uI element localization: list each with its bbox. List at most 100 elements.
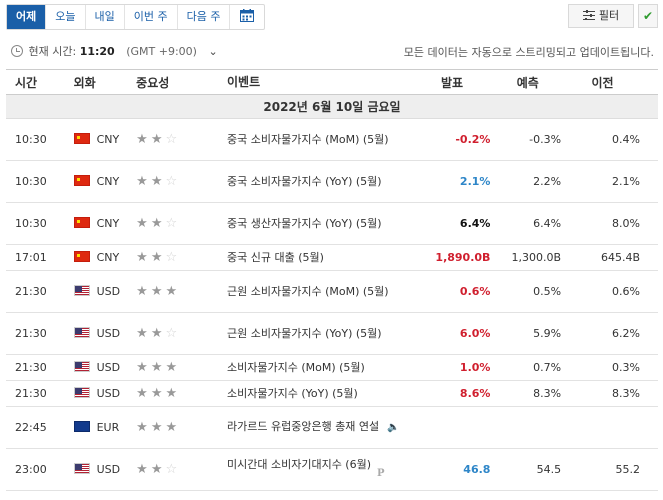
importance-star-icon: ★ xyxy=(136,250,151,265)
date-label: 2022년 6월 10일 금요일 xyxy=(6,94,658,119)
previous-value: 0.4% xyxy=(565,118,658,161)
currency-cell: CNY xyxy=(73,244,137,271)
header-importance[interactable]: 중요성 xyxy=(136,69,227,95)
importance-star-icon: ★ xyxy=(150,420,166,435)
actual-value: 46.8 xyxy=(413,448,495,491)
table-row[interactable]: 21:30 USD ★★★ 소비자물가지수 (MoM) (5월) 1.0% 0.7% 0.3… xyxy=(6,354,658,381)
importance-star-icon: ★ xyxy=(150,326,166,341)
event-name-cell[interactable]: 소비자물가지수 (MoM) (5월) xyxy=(227,354,414,381)
table-row[interactable]: 10:30 CNY ★★☆ 중국 생산자물가지수 (YoY) (5월) 6.4% 6.4%… xyxy=(6,202,658,245)
preliminary-icon: P xyxy=(377,468,385,479)
flag-icon xyxy=(73,217,90,228)
speaker-icon[interactable]: 🔈 xyxy=(387,422,400,433)
checkmark-icon[interactable]: ✔ xyxy=(638,4,658,28)
table-row[interactable]: 22:45 EUR ★★★ 라가르드 유럽중앙은행 총재 연설 🔈 xyxy=(6,406,658,449)
event-time: 10:30 xyxy=(6,202,74,245)
currency-cell: USD xyxy=(73,270,137,313)
event-name-cell[interactable]: 근원 소비자물가지수 (YoY) (5월) xyxy=(227,312,414,355)
table-row[interactable]: 10:30 CNY ★★☆ 중국 소비자물가지수 (MoM) (5월) -0.2% -0.… xyxy=(6,118,658,161)
importance-star-icon: ★ xyxy=(165,386,181,401)
current-time: 11:20 xyxy=(79,45,115,58)
actual-value: 2.1% xyxy=(413,160,495,203)
currency-code: EUR xyxy=(96,421,120,434)
date-row: 2022년 6월 10일 금요일 xyxy=(6,94,658,119)
event-name[interactable]: 중국 소비자물가지수 (YoY) (5월) xyxy=(227,174,382,188)
event-name-cell[interactable]: 미시간대 소비자기대지수 (6월) P xyxy=(227,448,414,491)
importance-star-icon: ★ xyxy=(136,132,151,147)
forecast-value: 2.2% xyxy=(494,160,566,203)
event-time: 10:30 xyxy=(6,160,74,203)
importance-star-icon: ★ xyxy=(150,462,166,477)
header-time[interactable]: 시간 xyxy=(6,69,74,95)
flag-icon xyxy=(73,361,90,372)
event-name-cell[interactable]: 중국 소비자물가지수 (YoY) (5월) xyxy=(227,160,414,203)
clock-icon xyxy=(11,45,23,57)
header-previous[interactable]: 이전 xyxy=(565,69,658,95)
tab-today[interactable]: 오늘 xyxy=(46,5,86,29)
table-row[interactable]: 21:30 USD ★★☆ 근원 소비자물가지수 (YoY) (5월) 6.0% 5.9%… xyxy=(6,312,658,355)
chevron-down-icon[interactable]: ⌄ xyxy=(208,45,218,58)
previous-value: 6.2% xyxy=(565,312,658,355)
currency-cell: EUR xyxy=(73,406,137,449)
header-event[interactable]: 이벤트 xyxy=(227,69,414,95)
importance-star-icon: ★ xyxy=(136,386,151,401)
tab-next-week[interactable]: 다음 주 xyxy=(178,5,231,29)
event-time: 21:30 xyxy=(6,312,74,355)
event-time: 17:01 xyxy=(6,244,74,271)
actual-value: 0.6% xyxy=(413,270,495,313)
calendar-icon[interactable] xyxy=(230,5,264,29)
event-name-cell[interactable]: 근원 소비자물가지수 (MoM) (5월) xyxy=(227,270,414,313)
flag-icon xyxy=(73,285,90,296)
previous-value: 8.0% xyxy=(565,202,658,245)
forecast-value: -0.3% xyxy=(494,118,566,161)
event-name-cell[interactable]: 라가르드 유럽중앙은행 총재 연설 🔈 xyxy=(227,406,414,449)
tab-this-week[interactable]: 이번 주 xyxy=(125,5,178,29)
event-name[interactable]: 근원 소비자물가지수 (MoM) (5월) xyxy=(227,284,389,298)
actual-value: 8.6% xyxy=(413,380,495,407)
table-row[interactable]: 23:00 USD ★★☆ 미시간대 소비자기대지수 (6월)P 46.8 54.5 55.… xyxy=(6,448,658,491)
importance-star-icon: ★ xyxy=(136,326,151,341)
event-time: 21:30 xyxy=(6,380,74,407)
streaming-notice: 모든 데이터는 자동으로 스트리밍되고 업데이트됩니다. xyxy=(403,46,654,59)
event-name-cell[interactable]: 중국 신규 대출 (5월) xyxy=(227,244,414,271)
event-time: 10:30 xyxy=(6,118,74,161)
currency-code: USD xyxy=(96,327,121,340)
actual-value: 6.0% xyxy=(413,312,495,355)
table-row[interactable]: 10:30 CNY ★★☆ 중국 소비자물가지수 (YoY) (5월) 2.1% 2.2%… xyxy=(6,160,658,203)
previous-value: 0.3% xyxy=(565,354,658,381)
importance-star-icon: ☆ xyxy=(165,216,181,231)
event-name[interactable]: 중국 소비자물가지수 (MoM) (5월) xyxy=(227,132,389,146)
currency-code: USD xyxy=(96,387,121,400)
header-actual[interactable]: 발표 xyxy=(413,69,495,95)
tab-yesterday[interactable]: 어제 xyxy=(7,5,47,29)
event-name-cell[interactable]: 중국 소비자물가지수 (MoM) (5월) xyxy=(227,118,414,161)
importance-stars: ★★★ xyxy=(136,380,227,407)
previous-value: 2.1% xyxy=(565,160,658,203)
event-name-cell[interactable]: 소비자물가지수 (YoY) (5월) xyxy=(227,380,414,407)
event-name[interactable]: 소비자물가지수 (MoM) (5월) xyxy=(227,360,365,374)
event-name-cell[interactable]: 중국 생산자물가지수 (YoY) (5월) xyxy=(227,202,414,245)
current-time-selector[interactable]: 현재 시간: 11:20 (GMT +9:00) ⌄ xyxy=(11,43,218,59)
event-name[interactable]: 라가르드 유럽중앙은행 총재 연설 xyxy=(227,420,380,433)
table-row[interactable]: 21:30 USD ★★★ 소비자물가지수 (YoY) (5월) 8.6% 8.3% 8.3… xyxy=(6,380,658,407)
table-row[interactable]: 21:30 USD ★★★ 근원 소비자물가지수 (MoM) (5월) 0.6% 0.5%… xyxy=(6,270,658,313)
importance-star-icon: ☆ xyxy=(165,250,181,265)
importance-star-icon: ★ xyxy=(136,360,151,375)
table-row[interactable]: 17:01 CNY ★★☆ 중국 신규 대출 (5월) 1,890.0B 1,300.0B… xyxy=(6,244,658,271)
header-forecast[interactable]: 예측 xyxy=(494,69,566,95)
header-currency[interactable]: 외화 xyxy=(73,69,137,95)
importance-stars: ★★☆ xyxy=(136,312,227,355)
event-name[interactable]: 근원 소비자물가지수 (YoY) (5월) xyxy=(227,326,382,340)
tab-tomorrow[interactable]: 내일 xyxy=(86,5,125,29)
event-name[interactable]: 중국 생산자물가지수 (YoY) (5월) xyxy=(227,216,382,230)
importance-stars: ★★☆ xyxy=(136,244,227,271)
event-name[interactable]: 미시간대 소비자기대지수 (6월) xyxy=(227,458,372,471)
actual-value xyxy=(413,406,495,449)
filter-button[interactable]: 필터 xyxy=(568,4,634,28)
event-name[interactable]: 소비자물가지수 (YoY) (5월) xyxy=(227,386,358,400)
event-name[interactable]: 중국 신규 대출 (5월) xyxy=(227,250,324,264)
importance-star-icon: ★ xyxy=(165,284,181,299)
forecast-value: 0.5% xyxy=(494,270,566,313)
importance-star-icon: ★ xyxy=(150,250,166,265)
previous-value: 0.6% xyxy=(565,270,658,313)
